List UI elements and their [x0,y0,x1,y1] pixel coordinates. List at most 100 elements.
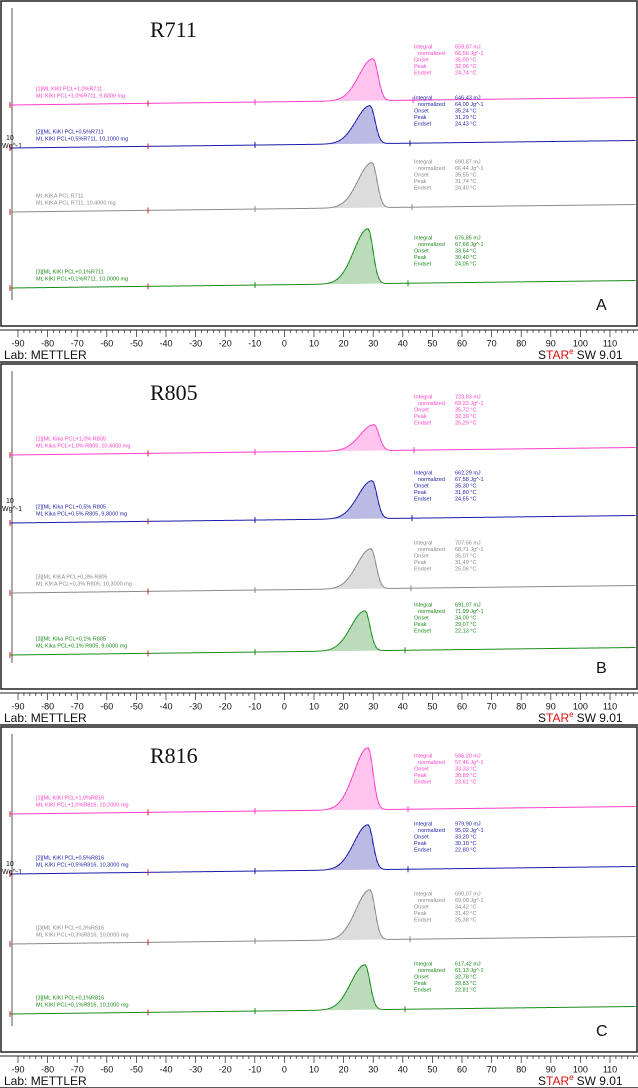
result-value: 690,87 mJ [455,159,481,165]
result-label: Onset [414,615,429,621]
result-value: 22,13 °C [455,628,476,634]
dsc-curve [9,824,636,875]
x-tick-label: -10 [248,1064,261,1074]
result-label: Onset [414,904,429,910]
result-value: 35,72 °C [455,407,476,413]
version: SW 9.01 [577,348,623,362]
x-tick-label: 60 [457,701,467,711]
curve-label: [2][ML Kika PCL+0,5% R805 [36,504,106,510]
x-tick-label: -80 [41,338,54,348]
result-value: 29,07 °C [455,622,476,628]
curve-label: [3][ML Kika PCL+0,1% R805 [36,636,106,642]
result-label: Onset [414,766,429,772]
x-tick-label: -20 [219,701,232,711]
curve-label: ML KIKA PCL R711 [36,193,84,199]
x-tick-label: 30 [368,701,378,711]
x-tick-label: -50 [130,338,143,348]
result-value: 24,65 °C [455,496,476,502]
panel-title: R805 [150,380,198,405]
x-tick-label: 40 [398,1064,408,1074]
result-label: normalized [418,828,445,834]
dsc-curve [9,424,636,456]
result-label: Endset [414,496,432,502]
result-label: Peak [414,560,427,566]
result-value: 25,29 °C [455,420,476,426]
result-value: 586,20 mJ [455,753,481,759]
x-tick-label: 90 [546,1064,556,1074]
x-tick-label: -30 [189,1064,202,1074]
x-tick-label: -20 [219,1064,232,1074]
x-tick-label: -80 [41,1064,54,1074]
x-tick-label: 110 [603,338,617,348]
scale-value: 10 [6,135,14,142]
x-tick-label: 20 [339,1064,349,1074]
x-tick-label: -40 [159,701,172,711]
x-tick-label: -60 [100,338,113,348]
x-tick-label: -70 [71,1064,84,1074]
curve-label: ML KIKA PCL R711, 10,4000 mg [36,200,116,206]
star-e: e [569,347,574,356]
x-tick-label: 90 [546,338,556,348]
result-value: 67,58 Jg^-1 [455,477,484,483]
result-label: Peak [414,490,427,496]
result-value: 95,02 Jg^-1 [455,828,484,834]
dsc-curve [9,747,636,815]
curve-label: [1][ML KIKI PCL+1,0%R816 [36,795,104,801]
x-tick-label: -90 [11,1064,24,1074]
result-label: Endset [414,185,432,191]
result-value: 659,87 mJ [455,44,481,50]
result-value: 71,99 Jg^-1 [455,609,484,615]
result-value: 25,06 °C [455,566,476,572]
result-value: 979,90 mJ [455,821,481,827]
x-tick-label: 90 [546,701,556,711]
curve-label: ML KIKI PCL+1,0%R711, 9,8000 mg [36,93,125,99]
star-tar: TAR [546,1074,569,1088]
result-label: Onset [414,974,429,980]
curve-label: [3][ML KIKI PCL+0,1%R711 [36,269,104,275]
result-value: 34,09 °C [455,615,476,621]
curve-label: ML Kika PCL+1,0% R805, 10,4000 mg [36,443,130,449]
result-label: normalized [418,242,445,248]
x-tick-label: 0 [282,338,287,348]
result-label: Onset [414,483,429,489]
result-value: 707,66 mJ [455,540,481,546]
x-tick-label: -30 [189,701,202,711]
x-tick-label: 40 [398,338,408,348]
result-label: normalized [418,401,445,407]
result-label: normalized [418,547,445,553]
star-tar: TAR [546,711,569,725]
footer-lab: Lab: METTLER [4,348,87,362]
result-label: Peak [414,414,427,420]
result-value: 33,33 °C [455,766,476,772]
result-value: 24,74 °C [455,70,476,76]
result-value: 66,44 Jg^-1 [455,166,484,172]
x-tick-label: 70 [487,338,497,348]
result-label: Onset [414,407,429,413]
result-label: Onset [414,553,429,559]
result-value: 35,30 °C [455,483,476,489]
x-tick-label: 50 [427,1064,437,1074]
panel-frame [0,0,638,327]
peak-hatch [327,747,387,811]
curve-label: ML KIKI PCL+0,1%R711, 10,0000 mg [36,276,128,282]
result-value: 24,40 °C [455,185,476,191]
result-label: Peak [414,622,427,628]
x-tick-label: 40 [398,701,408,711]
result-label: Integral [414,891,432,897]
result-label: Integral [414,44,432,50]
dsc-curve [9,162,636,213]
result-value: 32,06 °C [455,64,476,70]
result-value: 646,43 mJ [455,95,481,101]
result-label: Integral [414,159,432,165]
result-value: 67,68 Jg^-1 [455,242,484,248]
result-value: 24,43 °C [455,121,476,127]
footer-lab: Lab: METTLER [4,1074,87,1088]
result-label: normalized [418,102,445,108]
x-tick-label: 80 [516,1064,526,1074]
result-value: 25,38 °C [455,917,476,923]
curve-label: [1][ML Kika PCL+1,0% R805 [36,436,106,442]
result-value: 35,24 °C [455,108,476,114]
